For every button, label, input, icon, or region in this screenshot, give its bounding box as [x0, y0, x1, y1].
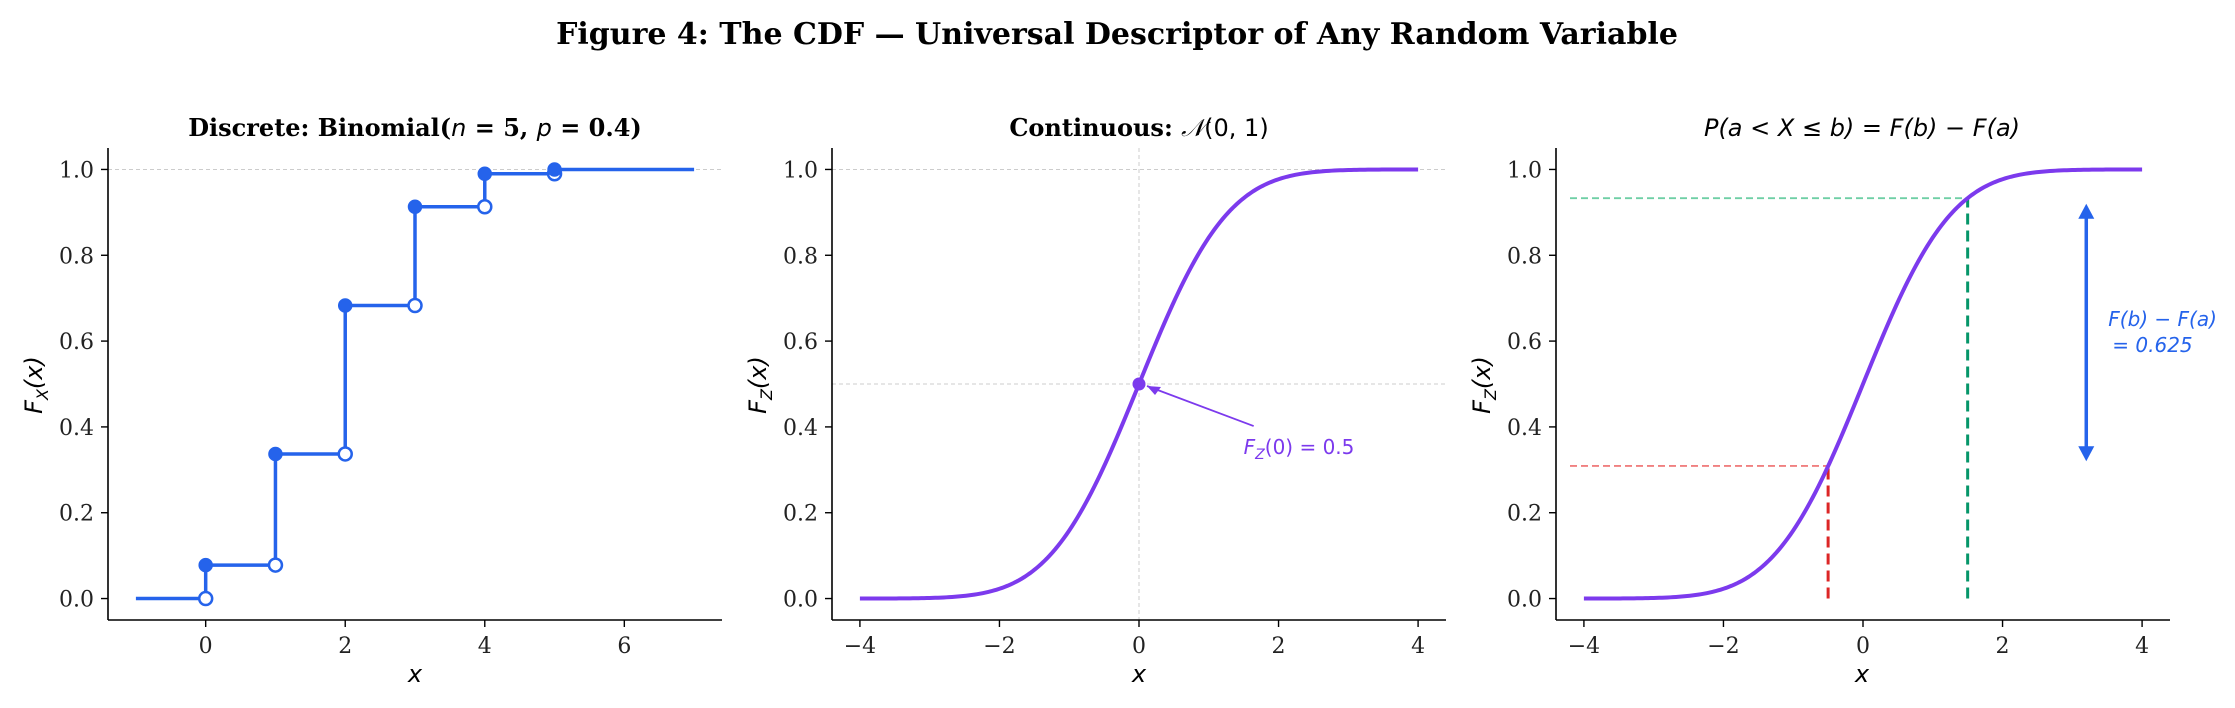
y-tick-label: 0.8 [59, 244, 94, 269]
x-tick-label: 0 [199, 634, 213, 659]
x-tick-label: 2 [1272, 634, 1286, 659]
filled-point [337, 298, 353, 313]
panel3-xlabel: x [1854, 660, 1870, 688]
panel-normal-cdf: Continuous: 𝒩(0, 1) 0.0 0.2 0.4 0.6 0.8 1.0 −4… [744, 113, 1446, 688]
figure-title: Figure 4: The CDF — Universal Descriptor… [556, 17, 1678, 52]
y-tick-label: 0.6 [1507, 330, 1542, 355]
panel1-title: Discrete: Binomial(n = 5, p = 0.4) [188, 113, 642, 142]
panel3-title: P(a < X ≤ b) = F(b) − F(a) [1704, 114, 2020, 142]
panel-binomial-cdf: Discrete: Binomial(n = 5, p = 0.4) 0.0 0.… [20, 113, 722, 688]
difference-arrowhead-top [2078, 203, 2095, 219]
x-tick-label: 6 [617, 634, 631, 659]
x-tick-label: −4 [844, 634, 876, 659]
panel1-xlabel: x [407, 660, 423, 688]
x-tick-label: −2 [983, 634, 1015, 659]
panel2-xlabel: x [1131, 660, 1147, 688]
difference-arrowhead-bottom [2078, 446, 2095, 462]
open-point [197, 590, 214, 607]
x-tick-label: 2 [338, 634, 352, 659]
filled-point [268, 446, 283, 462]
y-tick-label: 0.6 [59, 330, 94, 355]
cdf-curve [1583, 167, 2143, 601]
open-point [407, 297, 423, 314]
x-tick-label: 0 [1132, 634, 1146, 659]
panel2-ylabel: FZ(x) [744, 356, 776, 414]
y-tick-label: 0.2 [59, 502, 94, 527]
x-tick-label: −2 [1707, 634, 1739, 659]
x-tick-label: 4 [2135, 634, 2149, 659]
y-tick-label: 0.2 [783, 502, 818, 527]
filled-point [547, 162, 562, 177]
filled-point [477, 166, 493, 181]
y-tick-label: 0.0 [59, 588, 94, 613]
y-tick-label: 0.8 [783, 244, 818, 269]
panel2-title: Continuous: 𝒩(0, 1) [1009, 113, 1268, 142]
y-tick-label: 0.6 [783, 330, 818, 355]
y-tick-label: 0.4 [783, 416, 818, 441]
panel-interval-probability: P(a < X ≤ b) = F(b) − F(a) 0.0 0.2 0.4 0.6 0… [1468, 114, 2217, 688]
y-tick-label: 0.4 [59, 416, 94, 441]
annotation-label: FZ(0) = 0.5 [1244, 435, 1355, 463]
difference-label-line2: = 0.625 [2112, 333, 2192, 357]
y-tick-label: 1.0 [783, 158, 818, 183]
open-point [337, 446, 353, 462]
x-tick-label: 2 [1996, 634, 2010, 659]
x-tick-label: 0 [1856, 634, 1870, 659]
filled-point [198, 557, 213, 573]
y-tick-label: 1.0 [1507, 158, 1542, 183]
x-tick-label: −4 [1568, 634, 1600, 659]
filled-point [407, 199, 423, 215]
open-point [267, 557, 284, 573]
difference-label-line1: F(b) − F(a) [2108, 307, 2217, 331]
open-point [477, 199, 493, 215]
y-tick-label: 1.0 [59, 158, 94, 183]
y-tick-label: 0.0 [783, 588, 818, 613]
y-tick-label: 0.8 [1507, 244, 1542, 269]
panel1-ylabel: FX(x) [20, 356, 52, 414]
x-tick-label: 4 [1411, 634, 1425, 659]
highlight-point [1132, 377, 1146, 391]
y-tick-label: 0.0 [1507, 588, 1542, 613]
y-tick-label: 0.2 [1507, 502, 1542, 527]
x-tick-label: 4 [478, 634, 492, 659]
y-tick-label: 0.4 [1507, 416, 1542, 441]
annotation-arrow [1146, 385, 1254, 427]
annotation-arrowhead [1147, 386, 1161, 395]
panel3-ylabel: FZ(x) [1468, 356, 1500, 414]
